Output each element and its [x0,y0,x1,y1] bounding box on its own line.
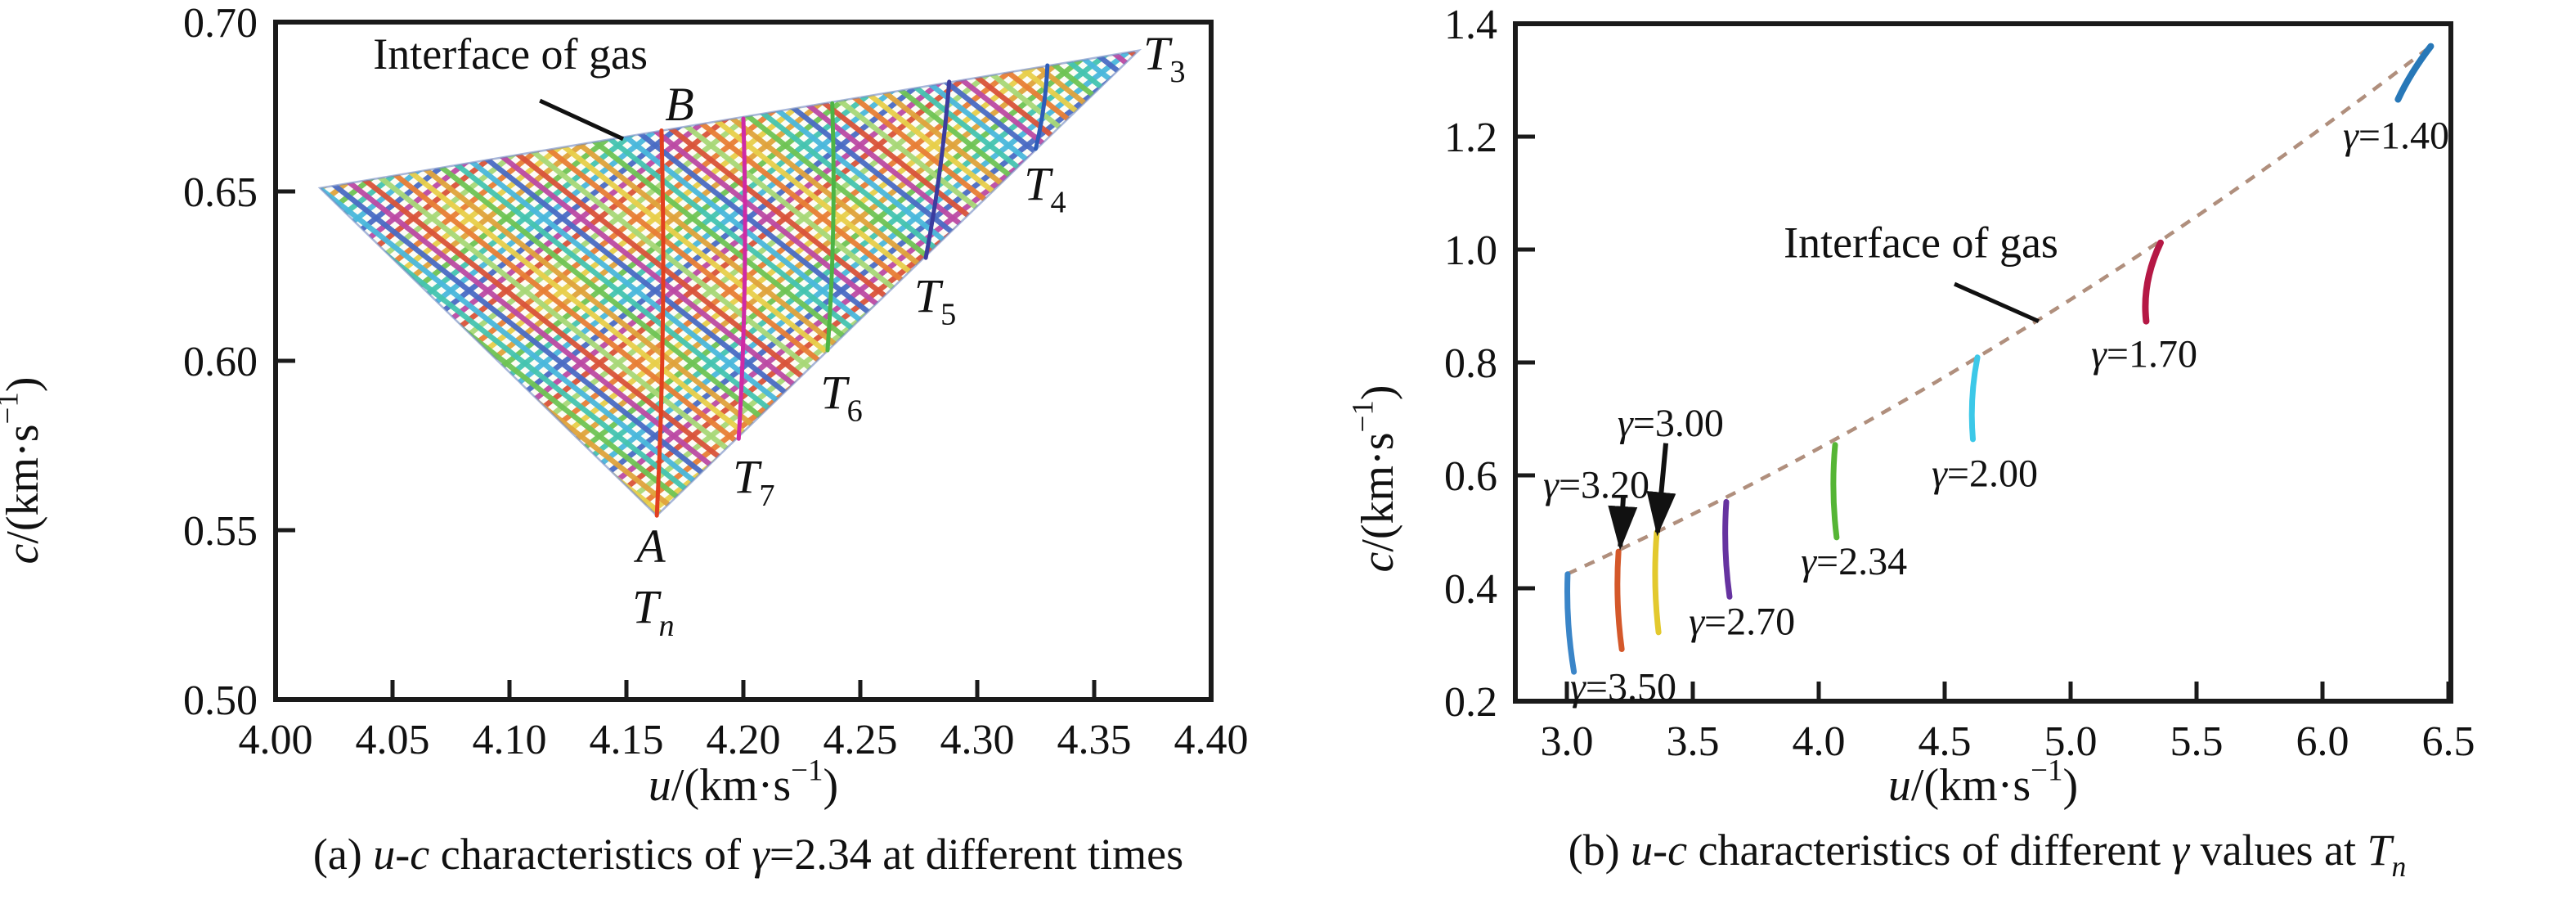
panel-caption: (b) u-c characteristics of different γ v… [1568,826,2407,883]
y-tick-label: 0.55 [183,508,258,555]
label-Tn: Tn [632,581,674,643]
label-B: B [665,78,693,131]
characteristic-curve-T7 [736,116,747,441]
axis-ticks: 4.00 4.05 4.10 4.15 4.20 4.25 4.30 4.35 4.40 0.50… [183,0,1249,763]
y-tick-label: 1.4 [1444,2,1497,48]
label-gamma-2.00: γ=2.00 [1932,452,2038,496]
arrow-to-gamma-3.00 [1646,443,1676,537]
y-tick-label: 0.2 [1444,679,1497,726]
gamma-curve-1.40 [2394,43,2435,103]
label-T5: T5 [914,270,956,332]
x-tick-label: 6.0 [2296,718,2349,765]
gamma-curve-3.50 [1564,571,1577,675]
gamma-curve-2.34 [1830,442,1840,541]
x-tick-label: 5.5 [2170,718,2224,765]
gamma-curve-1.70 [2142,239,2164,325]
label-gamma-3.00: γ=3.00 [1618,402,1724,445]
y-tick-label: 0.4 [1444,566,1497,613]
arrow-to-gamma-3.20 [1608,497,1638,551]
interface-pointer-line [539,98,625,142]
x-tick-label: 4.25 [824,717,898,763]
y-tick-label: 0.65 [183,169,258,216]
x-tick-label: 6.5 [2422,718,2475,765]
y-tick-label: 0.6 [1444,453,1497,500]
x-tick-label: 5.0 [2044,718,2098,765]
label-gamma-3.50: γ=3.50 [1570,665,1676,709]
x-tick-label: 3.0 [1541,718,1594,765]
x-axis-label: u/(km·s−1) [1888,753,2078,811]
label-T4: T4 [1024,158,1066,220]
label-A: A [633,520,666,573]
gamma-curve-2.00 [1968,354,1981,443]
panel-caption: (a) u-c characteristics of γ=2.34 at dif… [313,830,1183,879]
label-gamma-1.40: γ=1.40 [2343,114,2449,157]
characteristics-fan-outline [317,48,1142,517]
label-gamma-2.34: γ=2.34 [1801,540,1907,583]
y-tick-label: 0.70 [183,0,258,47]
y-tick-label: 0.60 [183,339,258,385]
x-tick-label: 4.35 [1057,717,1132,763]
interface-dashed-curve [1566,47,2430,576]
y-tick-label: 1.2 [1444,115,1497,161]
y-axis-label: c/(km·s−1) [1345,385,1403,572]
label-T3: T3 [1143,27,1185,89]
x-tick-label: 4.30 [940,717,1015,763]
x-axis-label: u/(km·s−1) [648,753,838,811]
characteristic-curve-T4 [1034,63,1050,151]
label-gamma-1.70: γ=1.70 [2091,332,2197,376]
gamma-curve-3.00 [1652,529,1662,636]
label-gamma-2.70: γ=2.70 [1689,600,1795,643]
characteristic-curve-T5 [923,79,952,260]
y-tick-label: 0.8 [1444,340,1497,387]
interface-annotation-text: Interface of gas [1784,218,2058,268]
x-tick-label: 4.0 [1793,718,1846,765]
label-gamma-3.20: γ=3.20 [1543,463,1649,506]
gamma-curve-3.20 [1614,548,1625,653]
characteristics-fan-hatch-left [320,50,1139,516]
x-tick-label: 4.15 [590,717,664,763]
gamma-curve-2.70 [1722,498,1733,600]
characteristic-curve-B-A [654,128,666,518]
interface-pointer-line [1953,281,2040,323]
x-tick-label: 3.5 [1667,718,1720,765]
x-tick-label: 4.10 [473,717,547,763]
x-tick-label: 4.40 [1174,717,1249,763]
characteristic-curve-T6 [825,101,836,353]
x-tick-label: 4.05 [356,717,430,763]
label-T6: T6 [820,367,862,429]
panel-b: 3.0 3.5 4.0 4.5 5.0 5.5 6.0 6.5 0.2 0.4 0.6 0.8 1.0 1… [1345,2,2475,883]
interface-annotation-text: Interface of gas [373,29,648,79]
axis-ticks: 3.0 3.5 4.0 4.5 5.0 5.5 6.0 6.5 0.2 0.4 0.6 0.8 1.0 1… [1444,2,2475,765]
label-T7: T7 [733,451,774,513]
y-tick-label: 0.50 [183,677,258,724]
x-tick-label: 4.5 [1919,718,1972,765]
panel-a: 4.00 4.05 4.10 4.15 4.20 4.25 4.30 4.35 4.40 0.50… [0,0,1249,879]
x-tick-label: 4.20 [707,717,781,763]
y-axis-label: c/(km·s−1) [0,376,48,564]
x-tick-label: 4.00 [239,717,313,763]
y-tick-label: 1.0 [1444,227,1497,274]
